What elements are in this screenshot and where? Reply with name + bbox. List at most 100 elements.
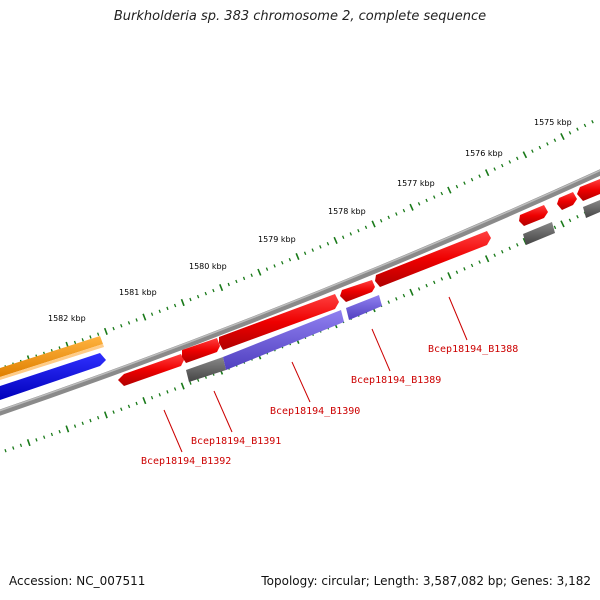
minor-tick: [463, 267, 466, 271]
minor-tick: [4, 448, 7, 453]
minor-tick: [242, 276, 246, 281]
minor-tick: [73, 424, 77, 428]
minor-tick: [538, 145, 542, 150]
orange-feature[interactable]: [0, 336, 103, 377]
major-tick: [180, 382, 185, 390]
major-tick: [560, 220, 565, 228]
gene-bcep18194-b1389[interactable]: [340, 280, 375, 302]
scale-label: 1577 kbp: [397, 179, 435, 188]
minor-tick: [568, 218, 572, 223]
gene-label[interactable]: Bcep18194_B1388: [428, 344, 518, 355]
gene-callouts: Bcep18194_B1388 Bcep18194_B1389 Bcep1819…: [141, 296, 518, 467]
minor-tick: [553, 225, 557, 230]
forward-gene[interactable]: [519, 205, 548, 226]
minor-tick: [311, 248, 314, 252]
minor-tick: [433, 280, 436, 285]
minor-tick: [440, 277, 444, 281]
minor-tick: [135, 318, 138, 322]
minor-tick: [250, 273, 253, 278]
minor-tick: [425, 283, 428, 288]
gene-label[interactable]: Bcep18194_B1391: [191, 436, 281, 447]
reverse-gene[interactable]: [346, 295, 382, 320]
major-tick: [142, 313, 147, 321]
minor-tick: [417, 202, 421, 206]
scale-label: 1575 kbp: [534, 118, 572, 127]
minor-tick: [166, 390, 169, 394]
major-tick: [257, 268, 262, 276]
forward-gene[interactable]: [577, 179, 600, 201]
minor-tick: [402, 208, 406, 213]
minor-tick: [112, 410, 115, 414]
minor-tick: [387, 300, 390, 304]
minor-tick: [227, 282, 230, 287]
minor-tick: [379, 218, 383, 223]
gene-bcep18194-b1392[interactable]: [118, 354, 184, 386]
minor-tick: [470, 263, 474, 268]
minor-tick: [326, 241, 330, 246]
minor-tick: [127, 404, 131, 409]
gray-feature[interactable]: [186, 357, 226, 382]
minor-tick: [235, 279, 238, 284]
minor-tick: [395, 297, 398, 301]
minor-tick: [455, 270, 459, 274]
major-tick: [409, 203, 414, 211]
minor-tick: [501, 163, 504, 168]
minor-tick: [173, 387, 177, 391]
major-tick: [371, 220, 376, 228]
orange-feature-shadow: [0, 344, 104, 380]
minor-tick: [135, 401, 138, 406]
reverse-gene[interactable]: [223, 310, 344, 370]
minor-tick: [19, 443, 23, 448]
minor-tick: [546, 142, 549, 146]
minor-tick: [204, 291, 208, 296]
minor-tick: [158, 393, 161, 397]
minor-tick: [158, 309, 161, 314]
minor-tick: [12, 446, 15, 450]
reverse-genes: [186, 200, 600, 382]
major-tick: [142, 397, 147, 405]
scale-label: 1576 kbp: [465, 149, 503, 158]
minor-tick: [516, 243, 519, 247]
minor-tick: [96, 415, 100, 420]
accession-text: Accession: NC_007511: [9, 574, 146, 588]
minor-tick: [395, 212, 398, 216]
minor-tick: [531, 149, 534, 153]
major-tick: [333, 236, 338, 245]
minor-tick: [319, 245, 322, 249]
major-tick: [447, 186, 452, 194]
forward-gene[interactable]: [557, 192, 577, 210]
major-tick: [180, 298, 185, 307]
gray-feature[interactable]: [583, 200, 600, 218]
minor-tick: [35, 438, 38, 442]
minor-tick: [112, 326, 115, 331]
minor-tick: [265, 267, 269, 271]
minor-tick: [501, 250, 504, 254]
blue-feature[interactable]: [0, 353, 106, 400]
minor-tick: [212, 288, 215, 293]
minor-tick: [478, 260, 481, 264]
gene-bcep18194-b1391[interactable]: [182, 338, 220, 363]
minor-tick: [189, 381, 192, 385]
map-title: Burkholderia sp. 383 chromosome 2, compl…: [113, 9, 487, 24]
gene-label[interactable]: Bcep18194_B1392: [141, 456, 231, 467]
minor-tick: [357, 228, 360, 233]
gene-bcep18194-b1390[interactable]: [219, 294, 339, 350]
gene-bcep18194-b1388[interactable]: [375, 231, 491, 287]
minor-tick: [150, 395, 154, 400]
gray-feature[interactable]: [523, 222, 555, 245]
minor-tick: [50, 432, 54, 437]
forward-genes: [118, 179, 600, 386]
minor-tick: [89, 418, 92, 423]
minor-tick: [417, 287, 421, 291]
minor-tick: [553, 138, 557, 142]
gene-label[interactable]: Bcep18194_B1390: [270, 406, 360, 417]
minor-tick: [463, 181, 466, 185]
minor-tick: [425, 198, 428, 203]
gene-label[interactable]: Bcep18194_B1389: [351, 375, 441, 386]
genome-backbone: [0, 169, 600, 416]
minor-tick: [303, 251, 307, 256]
major-tick: [295, 252, 300, 261]
minor-tick: [516, 156, 519, 161]
minor-tick: [42, 435, 46, 439]
minor-tick: [387, 215, 390, 220]
